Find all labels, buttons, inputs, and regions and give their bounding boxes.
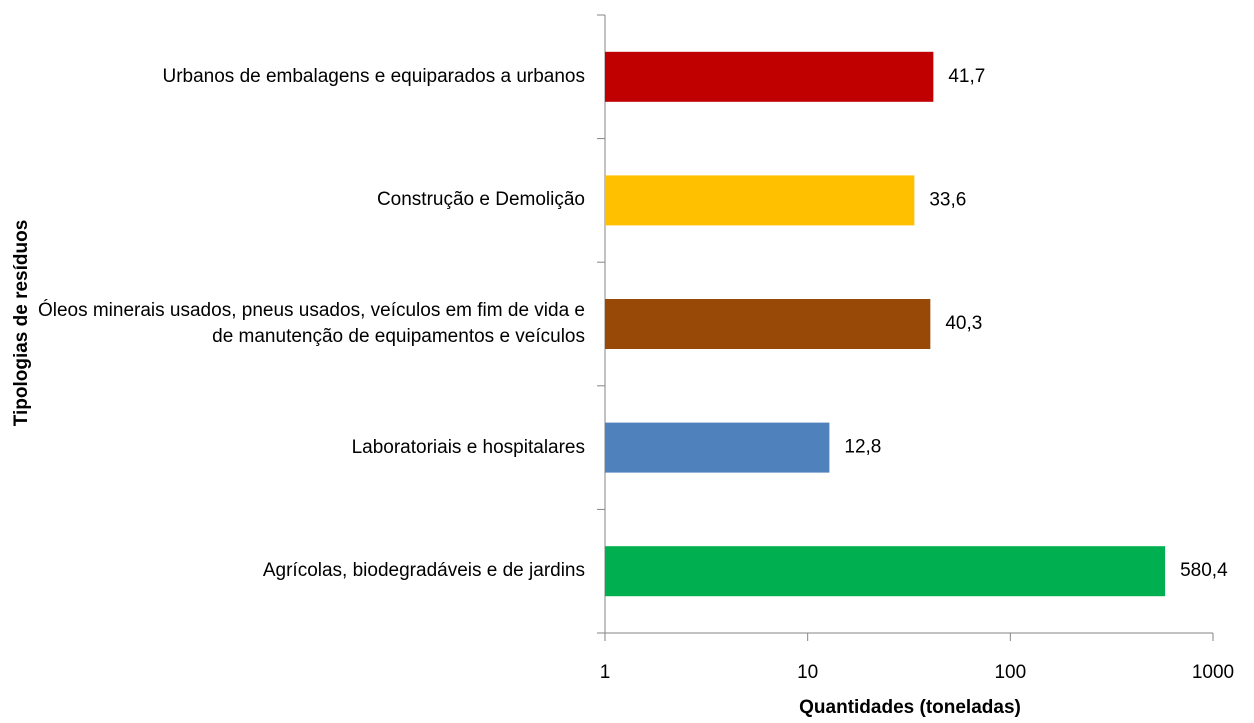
bar: [605, 546, 1166, 597]
bar: [605, 299, 931, 349]
value-label: 12,8: [844, 437, 881, 458]
bar: [605, 175, 915, 226]
value-label: 580,4: [1180, 560, 1228, 581]
x-tick-label: 1: [600, 662, 611, 683]
x-tick-label: 10: [797, 662, 818, 683]
value-label: 41,7: [948, 66, 985, 87]
y-tick-label: Urbanos de embalagens e equiparados a ur…: [162, 65, 585, 87]
y-tick-label: Laboratoriais e hospitalares: [351, 436, 585, 458]
x-tick-label: 100: [994, 662, 1026, 683]
y-tick-label: Construção e Demolição: [376, 189, 585, 211]
bar: [605, 51, 934, 102]
y-axis-title: Tipologias de resíduos: [11, 220, 32, 427]
y-tick-label: Agrícolas, biodegradáveis e de jardins: [262, 560, 585, 582]
value-label: 40,3: [945, 313, 982, 334]
value-label: 33,6: [929, 189, 966, 210]
x-axis-title: Quantidades (toneladas): [799, 697, 1021, 718]
x-tick-label: 1000: [1192, 662, 1234, 683]
bar: [605, 422, 830, 473]
y-tick-label: Óleos minerais usados, pneus usados, veí…: [37, 300, 585, 347]
